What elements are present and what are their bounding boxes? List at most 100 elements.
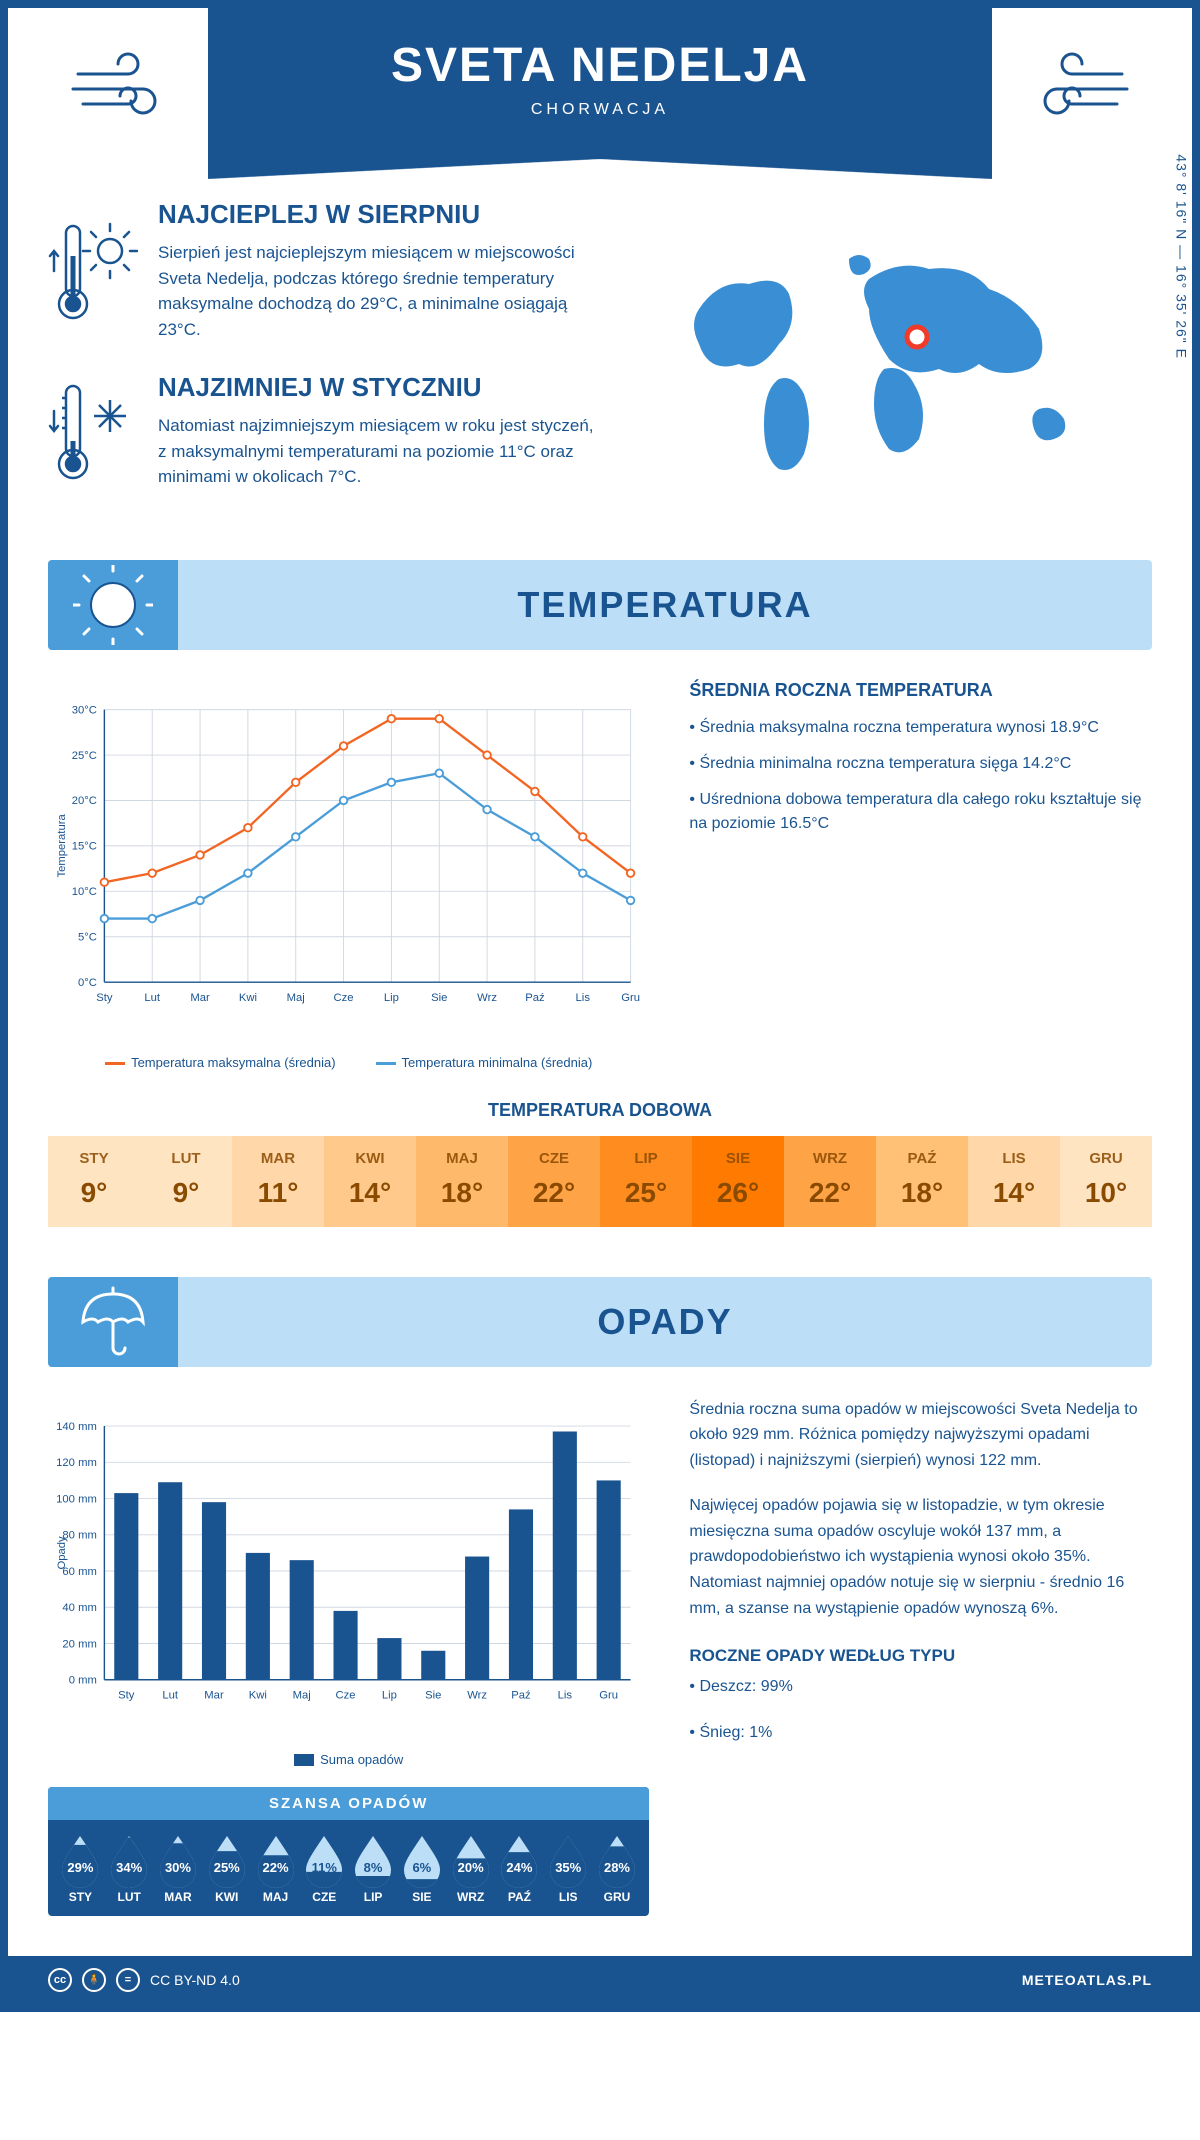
hot-block: NAJCIEPLEJ W SIERPNIU Sierpień jest najc… <box>48 199 605 342</box>
svg-text:Sty: Sty <box>96 991 113 1003</box>
by-icon: 🧍 <box>82 1968 106 1992</box>
temperature-info: ŚREDNIA ROCZNA TEMPERATURA • Średnia mak… <box>689 680 1152 1070</box>
precip-bar-chart: 0 mm20 mm40 mm60 mm80 mm100 mm120 mm140 … <box>48 1397 649 1767</box>
svg-text:30°C: 30°C <box>72 704 97 716</box>
temp-bullet-1: • Średnia minimalna roczna temperatura s… <box>689 752 1152 776</box>
daily-temp-cell: LIS14° <box>968 1136 1060 1227</box>
hot-title: NAJCIEPLEJ W SIERPNIU <box>158 199 605 230</box>
svg-text:0 mm: 0 mm <box>69 1674 97 1686</box>
chance-cell: 22% MAJ <box>251 1832 300 1904</box>
precip-info: Średnia roczna suma opadów w miejscowośc… <box>689 1397 1152 1916</box>
chance-cell: 11% CZE <box>300 1832 349 1904</box>
page-subtitle: CHORWACJA <box>228 101 972 119</box>
svg-text:25°C: 25°C <box>72 749 97 761</box>
svg-text:Lis: Lis <box>576 991 591 1003</box>
sun-icon <box>48 560 178 650</box>
svg-text:Sie: Sie <box>431 991 447 1003</box>
temp-info-title: ŚREDNIA ROCZNA TEMPERATURA <box>689 680 1152 701</box>
temperature-section-bar: TEMPERATURA <box>48 560 1152 650</box>
line-chart-legend: Temperatura maksymalna (średnia)Temperat… <box>48 1055 649 1070</box>
bar-legend-label: Suma opadów <box>320 1752 403 1767</box>
temp-bullet-0: • Średnia maksymalna roczna temperatura … <box>689 716 1152 740</box>
license: cc 🧍 = CC BY-ND 4.0 <box>48 1968 240 1992</box>
svg-text:Lip: Lip <box>382 1689 397 1701</box>
svg-text:Paź: Paź <box>511 1689 531 1701</box>
daily-temp-cell: MAR11° <box>232 1136 324 1227</box>
precip-title: OPADY <box>178 1301 1152 1343</box>
world-map: 43° 8' 16" N — 16° 35' 26" E <box>645 199 1152 520</box>
svg-text:20°C: 20°C <box>72 795 97 807</box>
precip-para-1: Najwięcej opadów pojawia się w listopadz… <box>689 1493 1152 1621</box>
svg-text:Paź: Paź <box>525 991 545 1003</box>
svg-text:Kwi: Kwi <box>249 1689 267 1701</box>
svg-text:Lis: Lis <box>558 1689 573 1701</box>
chance-cell: 28% GRU <box>593 1832 642 1904</box>
daily-temp-cell: MAJ18° <box>416 1136 508 1227</box>
svg-text:Maj: Maj <box>293 1689 311 1701</box>
umbrella-icon <box>48 1277 178 1367</box>
license-text: CC BY-ND 4.0 <box>150 1972 240 1988</box>
cold-title: NAJZIMNIEJ W STYCZNIU <box>158 372 605 403</box>
cold-text: Natomiast najzimniejszym miesiącem w rok… <box>158 413 605 490</box>
site-name: METEOATLAS.PL <box>1022 1972 1152 1988</box>
daily-temp-cell: STY9° <box>48 1136 140 1227</box>
svg-text:Mar: Mar <box>190 991 210 1003</box>
chance-cell: 34% LUT <box>105 1832 154 1904</box>
chance-cell: 35% LIS <box>544 1832 593 1904</box>
intro-section: NAJCIEPLEJ W SIERPNIU Sierpień jest najc… <box>48 199 1152 520</box>
chance-cell: 20% WRZ <box>446 1832 495 1904</box>
svg-text:Maj: Maj <box>287 991 305 1003</box>
svg-text:100 mm: 100 mm <box>56 1493 97 1505</box>
svg-text:120 mm: 120 mm <box>56 1457 97 1469</box>
daily-temp-cell: GRU10° <box>1060 1136 1152 1227</box>
footer: cc 🧍 = CC BY-ND 4.0 METEOATLAS.PL <box>8 1956 1192 2004</box>
daily-temp-cell: SIE26° <box>692 1136 784 1227</box>
page-title: SVETA NEDELJA <box>228 38 972 93</box>
temp-bullet-2: • Uśredniona dobowa temperatura dla całe… <box>689 788 1152 836</box>
precip-type-1: • Śnieg: 1% <box>689 1720 1152 1746</box>
svg-text:40 mm: 40 mm <box>62 1602 96 1614</box>
precip-chance-panel: SZANSA OPADÓW 29% STY 34% LU <box>48 1787 649 1916</box>
chance-cell: 30% MAR <box>154 1832 203 1904</box>
svg-text:Mar: Mar <box>204 1689 224 1701</box>
precip-type-0: • Deszcz: 99% <box>689 1674 1152 1700</box>
temperature-title: TEMPERATURA <box>178 584 1152 626</box>
cold-block: NAJZIMNIEJ W STYCZNIU Natomiast najzimni… <box>48 372 605 490</box>
chance-cell: 24% PAŹ <box>495 1832 544 1904</box>
svg-text:10°C: 10°C <box>72 886 97 898</box>
daily-temp-cell: LIP25° <box>600 1136 692 1227</box>
chance-cell: 29% STY <box>56 1832 105 1904</box>
svg-text:20 mm: 20 mm <box>62 1638 96 1650</box>
precip-chance-title: SZANSA OPADÓW <box>48 1787 649 1820</box>
bar-chart-legend: Suma opadów <box>48 1752 649 1767</box>
svg-text:Sie: Sie <box>425 1689 441 1701</box>
svg-text:140 mm: 140 mm <box>56 1420 97 1432</box>
chance-cell: 6% SIE <box>397 1832 446 1904</box>
thermometer-sun-icon <box>48 199 138 342</box>
header: SVETA NEDELJA CHORWACJA <box>48 8 1152 159</box>
svg-text:Lut: Lut <box>162 1689 179 1701</box>
hot-text: Sierpień jest najcieplejszym miesiącem w… <box>158 240 605 342</box>
precip-types-title: ROCZNE OPADY WEDŁUG TYPU <box>689 1646 1152 1666</box>
svg-text:Cze: Cze <box>334 991 354 1003</box>
svg-text:Wrz: Wrz <box>467 1689 487 1701</box>
daily-temp-cell: CZE22° <box>508 1136 600 1227</box>
nd-icon: = <box>116 1968 140 1992</box>
svg-text:5°C: 5°C <box>78 931 97 943</box>
thermometer-snow-icon <box>48 372 138 490</box>
precip-para-0: Średnia roczna suma opadów w miejscowośc… <box>689 1397 1152 1474</box>
precip-section-bar: OPADY <box>48 1277 1152 1367</box>
coordinates: 43° 8' 16" N — 16° 35' 26" E <box>1174 155 1190 360</box>
cc-icon: cc <box>48 1968 72 1992</box>
svg-text:Kwi: Kwi <box>239 991 257 1003</box>
daily-temp-cell: LUT9° <box>140 1136 232 1227</box>
daily-temp-cell: KWI14° <box>324 1136 416 1227</box>
chance-cell: 25% KWI <box>202 1832 251 1904</box>
svg-text:Gru: Gru <box>599 1689 618 1701</box>
daily-temp-cell: PAŹ18° <box>876 1136 968 1227</box>
svg-text:0°C: 0°C <box>78 976 97 988</box>
daily-temp-title: TEMPERATURA DOBOWA <box>48 1100 1152 1121</box>
wind-icon-right <box>992 8 1152 159</box>
svg-text:Sty: Sty <box>118 1689 135 1701</box>
svg-text:Temperatura: Temperatura <box>56 813 68 877</box>
